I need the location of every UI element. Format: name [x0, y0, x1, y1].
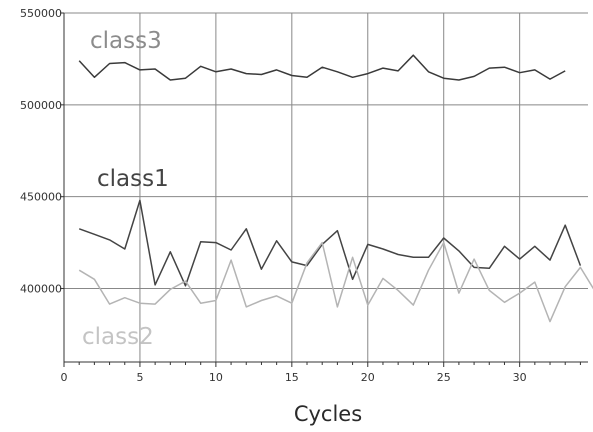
series-label-class3: class3 [90, 28, 162, 54]
x-tick-label-15: 15 [285, 371, 299, 384]
tick-labels: 0 5 10 15 20 25 30 400000 450000 500000 550000 [20, 7, 527, 384]
series-line-class1 [78, 199, 582, 287]
x-tick-label-5: 5 [136, 371, 143, 384]
x-tick-label-10: 10 [209, 371, 223, 384]
x-axis-title: Cycles [294, 402, 362, 426]
y-tick-label-500000: 500000 [20, 99, 62, 112]
series-labels: class3 class1 class2 [82, 28, 169, 350]
series-label-class1: class1 [97, 166, 169, 192]
x-tick-label-0: 0 [61, 371, 68, 384]
series-line-class2 [78, 241, 593, 323]
x-tick-label-25: 25 [437, 371, 451, 384]
y-tick-label-450000: 450000 [20, 191, 62, 204]
y-tick-label-400000: 400000 [20, 283, 62, 296]
x-tick-label-30: 30 [513, 371, 527, 384]
series-lines [78, 54, 593, 323]
x-tick-label-20: 20 [361, 371, 375, 384]
axes [60, 12, 588, 367]
y-tick-label-550000: 550000 [20, 7, 62, 20]
series-line-class3 [78, 54, 566, 81]
series-label-class2: class2 [82, 324, 154, 350]
